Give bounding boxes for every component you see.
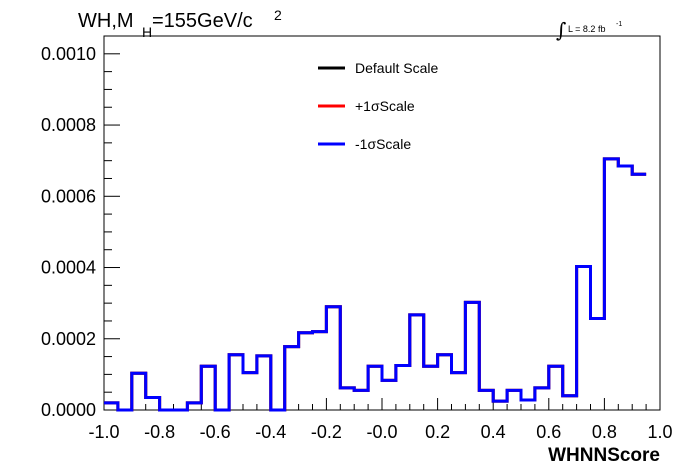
x-tick-label: -0.2 [311,422,342,442]
title-rest: =155GeV/c [152,10,253,32]
x-tick-label: 0.8 [592,422,617,442]
x-tick-label: -0.4 [255,422,286,442]
legend: Default Scale +1σScale -1σScale [318,60,438,152]
y-tick-label: 0.0004 [41,258,96,278]
integral-symbol: ∫ [556,18,566,42]
legend-label: +1σScale [355,98,415,114]
y-tick-label: 0.0006 [41,186,96,206]
x-tick-label: -0.0 [366,422,397,442]
x-tick-label: -0.8 [144,422,175,442]
x-tick-label: -1.0 [88,422,119,442]
title-main: WH,M [78,10,134,32]
y-tick-label: 0.0000 [41,400,96,420]
y-tick-label: 0.0002 [41,329,96,349]
title-superscript: 2 [274,7,282,23]
x-tick-label: -0.6 [200,422,231,442]
x-axis: -1.0 -0.8 -0.6 -0.4 -0.2 -0.0 0.2 0.4 0.6 0.8 1.0 [88,398,673,442]
luminosity-text: L = 8.2 fb [568,24,605,34]
legend-label: Default Scale [355,60,438,76]
legend-label: -1σScale [355,136,411,152]
y-axis: 0.0000 0.0002 0.0004 0.0006 0.0008 0.0010 [41,35,120,420]
y-tick-label: 0.0008 [41,115,96,135]
series-layer [104,157,647,412]
plot-title: WH,M H =155GeV/c 2 [78,7,282,40]
x-tick-label: 0.4 [481,422,506,442]
luminosity-superscript: -1 [616,21,622,28]
x-tick-label: 1.0 [647,422,672,442]
luminosity-label: ∫ L = 8.2 fb -1 [556,18,622,42]
x-axis-label: WHNNScore [548,445,660,466]
x-tick-label: 0.2 [425,422,450,442]
x-tick-label: 0.6 [536,422,561,442]
series-minus-1sigma-scale-line [104,157,647,412]
y-tick-label: 0.0010 [41,44,96,64]
title-subscript: H [142,24,152,40]
